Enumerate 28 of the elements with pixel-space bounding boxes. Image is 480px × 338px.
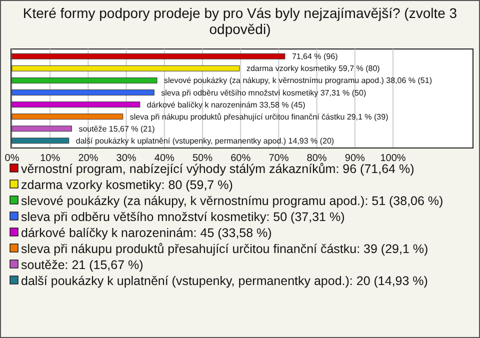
x-tick-label: 90% — [344, 153, 366, 164]
x-tick-label: 10% — [40, 153, 60, 164]
data-label: soutěže 15,67 % (21) — [78, 124, 156, 134]
x-tick-label: 0% — [4, 153, 20, 164]
data-label: zdarma vzorky kosmetiky 59,7 % (80) — [246, 64, 380, 74]
chart-title: Které formy podpory prodeje by pro Vás byly nejzajímavější? (zvolte 3 odpovědi) — [22, 5, 458, 37]
legend-label: další poukázky k uplatnění (vstupenky, permanentky apod.): 20 (14,93 %) — [21, 274, 428, 288]
data-label: další poukázky k uplatnění (vstupenky, permanentky apod.) 14,93 % (20) — [76, 136, 334, 146]
x-tick-label: 50% — [192, 153, 213, 164]
x-tick-label: 30% — [116, 153, 136, 164]
data-label: dárkové balíčky k narozeninám 33,58 % (45) — [146, 100, 306, 110]
x-tick-label: 40% — [154, 153, 175, 164]
legend-label: sleva při odběru většího množství kosmetiky: 50 (37,31 %) — [21, 210, 345, 224]
data-label: slevové poukázky (za nákupy, k věrnostnímu programu apod.) 38,06 % (51) — [164, 76, 432, 86]
data-label: sleva při odběru většího množství kosmetiky 37,31 % (50) — [161, 88, 366, 98]
x-tick-label: 70% — [268, 153, 289, 164]
legend-label: zdarma vzorky kosmetiky: 80 (59,7 %) — [21, 178, 233, 192]
data-label: 71,64 % (96) — [292, 52, 338, 62]
legend-label: dárkové balíčky k narozeninám: 45 (33,58 %) — [21, 226, 272, 240]
x-tick-label: 100% — [380, 153, 406, 164]
x-tick-label: 20% — [78, 153, 98, 164]
legend-label: sleva při nákupu produktů přesahující určitou finanční částku: 39 (29,1 %) — [21, 242, 428, 256]
legend-label: věrnostní program, nabízející výhody stálým zákazníkům: 96 (71,64 %) — [21, 162, 414, 176]
x-tick-label: 80% — [306, 153, 327, 164]
legend-label: soutěže: 21 (15,67 %) — [21, 258, 144, 272]
x-tick-label: 60% — [230, 153, 251, 164]
legend-label: slevové poukázky (za nákupy, k věrnostnímu programu apod.): 51 (38,06 %) — [21, 194, 444, 208]
data-label: sleva při nákupu produktů přesahující určitou finanční částku 29,1 % (39) — [130, 112, 389, 122]
